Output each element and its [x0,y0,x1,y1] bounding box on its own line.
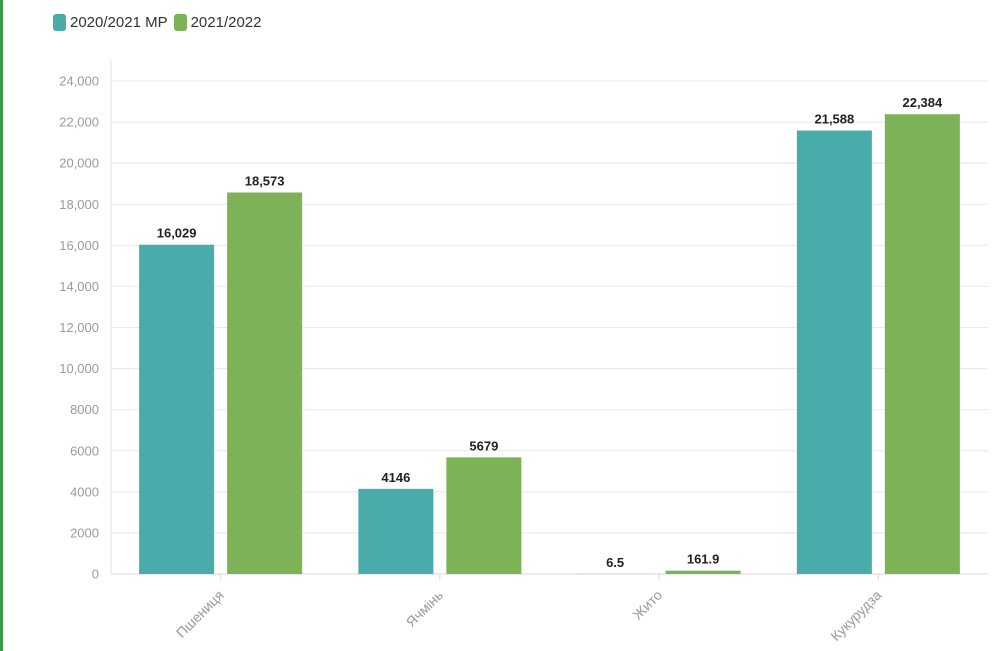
data-label: 161.9 [687,552,720,567]
x-category-label: Жито [629,587,665,623]
data-label: 16,029 [157,226,197,241]
legend-item-series-1[interactable]: 2020/2021 МР [53,14,168,31]
data-label: 18,573 [245,173,285,188]
data-label: 22,384 [902,95,943,110]
x-category-label: Ячмінь [403,587,446,630]
y-tick-label: 20,000 [59,156,99,171]
bar-Пшениця-series-2[interactable] [227,192,303,575]
y-tick-label: 14,000 [59,279,99,294]
bar-Ячмінь-series-1[interactable] [358,488,434,574]
x-category-label: Кукурудза [827,587,884,644]
data-label: 21,588 [814,112,854,127]
y-tick-label: 8000 [70,402,99,417]
y-tick-label: 18,000 [59,197,99,212]
bar-Кукурудза-series-2[interactable] [884,114,960,574]
legend-swatch-series-2 [173,14,187,31]
y-tick-label: 24,000 [59,74,99,89]
y-tick-label: 22,000 [59,115,99,130]
legend-swatch-series-1 [53,14,66,31]
bar-Пшениця-series-1[interactable] [139,244,215,575]
legend-item-series-2[interactable]: 2021/2022 [173,14,262,31]
legend: 2020/2021 МР 2021/2022 [53,14,267,31]
data-label: 4146 [381,470,410,485]
y-tick-label: 16,000 [59,238,99,253]
y-tick-label: 6000 [70,443,99,458]
bar-Ячмінь-series-2[interactable] [446,457,522,574]
y-tick-label: 10,000 [59,361,99,376]
bar-chart: 0 2000 4000 6000 8000 10,000 12,000 14,000 16,00… [59,60,988,644]
y-tick-label: 2000 [70,525,99,540]
y-tick-label: 12,000 [59,320,99,335]
legend-label-series-1: 2020/2021 МР [70,14,168,31]
data-label: 6.5 [606,555,624,570]
bar-Кукурудза-series-1[interactable] [796,130,872,574]
bar-Жито-series-2[interactable] [665,570,741,574]
y-tick-label: 0 [92,567,99,582]
legend-label-series-2: 2021/2022 [190,14,262,31]
x-category-label: Пшениця [173,587,227,641]
y-tick-label: 4000 [70,484,99,499]
data-label: 5679 [469,438,498,453]
